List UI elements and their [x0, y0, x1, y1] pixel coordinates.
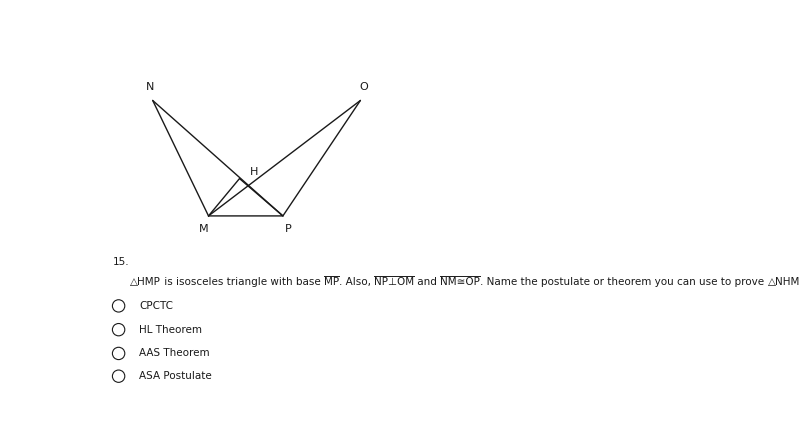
- Text: 15.: 15.: [112, 257, 129, 267]
- Text: . Also,: . Also,: [338, 277, 374, 287]
- Text: △HMP: △HMP: [130, 277, 161, 287]
- Text: N: N: [146, 82, 154, 92]
- Text: O: O: [359, 82, 368, 92]
- Text: MP: MP: [324, 277, 338, 287]
- Text: NP⊥OM: NP⊥OM: [374, 277, 414, 287]
- Text: is isosceles triangle with base: is isosceles triangle with base: [161, 277, 324, 287]
- Text: ASA Postulate: ASA Postulate: [139, 371, 212, 381]
- Text: CPCTC: CPCTC: [139, 301, 173, 311]
- Text: M: M: [198, 224, 208, 235]
- Text: . Name the postulate or theorem you can use to prove: . Name the postulate or theorem you can …: [480, 277, 767, 287]
- Text: and: and: [414, 277, 440, 287]
- Text: △NHM≅△OHP: △NHM≅△OHP: [767, 277, 800, 287]
- Text: P: P: [285, 224, 291, 235]
- Text: AAS Theorem: AAS Theorem: [139, 348, 210, 359]
- Text: HL Theorem: HL Theorem: [139, 325, 202, 335]
- Text: H: H: [250, 167, 258, 176]
- Text: NM≅OP: NM≅OP: [440, 277, 480, 287]
